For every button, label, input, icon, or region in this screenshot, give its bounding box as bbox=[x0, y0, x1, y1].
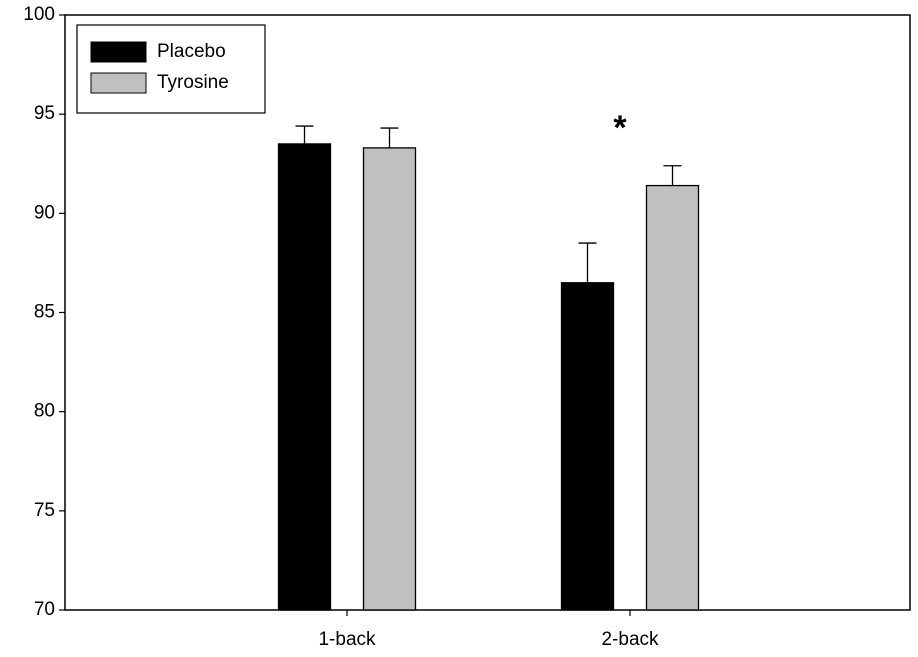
y-tick-label: 90 bbox=[34, 202, 55, 223]
y-tick-label: 100 bbox=[23, 4, 55, 25]
x-tick-label: 2-back bbox=[601, 629, 659, 650]
bar bbox=[645, 184, 700, 611]
bar bbox=[277, 143, 332, 611]
x-tick-label: 1-back bbox=[318, 629, 376, 650]
y-tick-label: 85 bbox=[34, 302, 55, 323]
y-tick-label: 95 bbox=[34, 103, 55, 124]
legend-swatch bbox=[90, 41, 147, 63]
legend-box bbox=[76, 24, 266, 114]
y-tick-label: 70 bbox=[34, 599, 55, 620]
legend-label: Placebo bbox=[157, 41, 226, 62]
legend-label: Tyrosine bbox=[157, 72, 229, 93]
significance-annotation: * bbox=[613, 109, 627, 147]
y-tick-label: 75 bbox=[34, 500, 55, 521]
legend-swatch bbox=[90, 72, 147, 94]
bar bbox=[362, 147, 417, 611]
bar bbox=[560, 282, 615, 611]
y-tick-label: 80 bbox=[34, 401, 55, 422]
